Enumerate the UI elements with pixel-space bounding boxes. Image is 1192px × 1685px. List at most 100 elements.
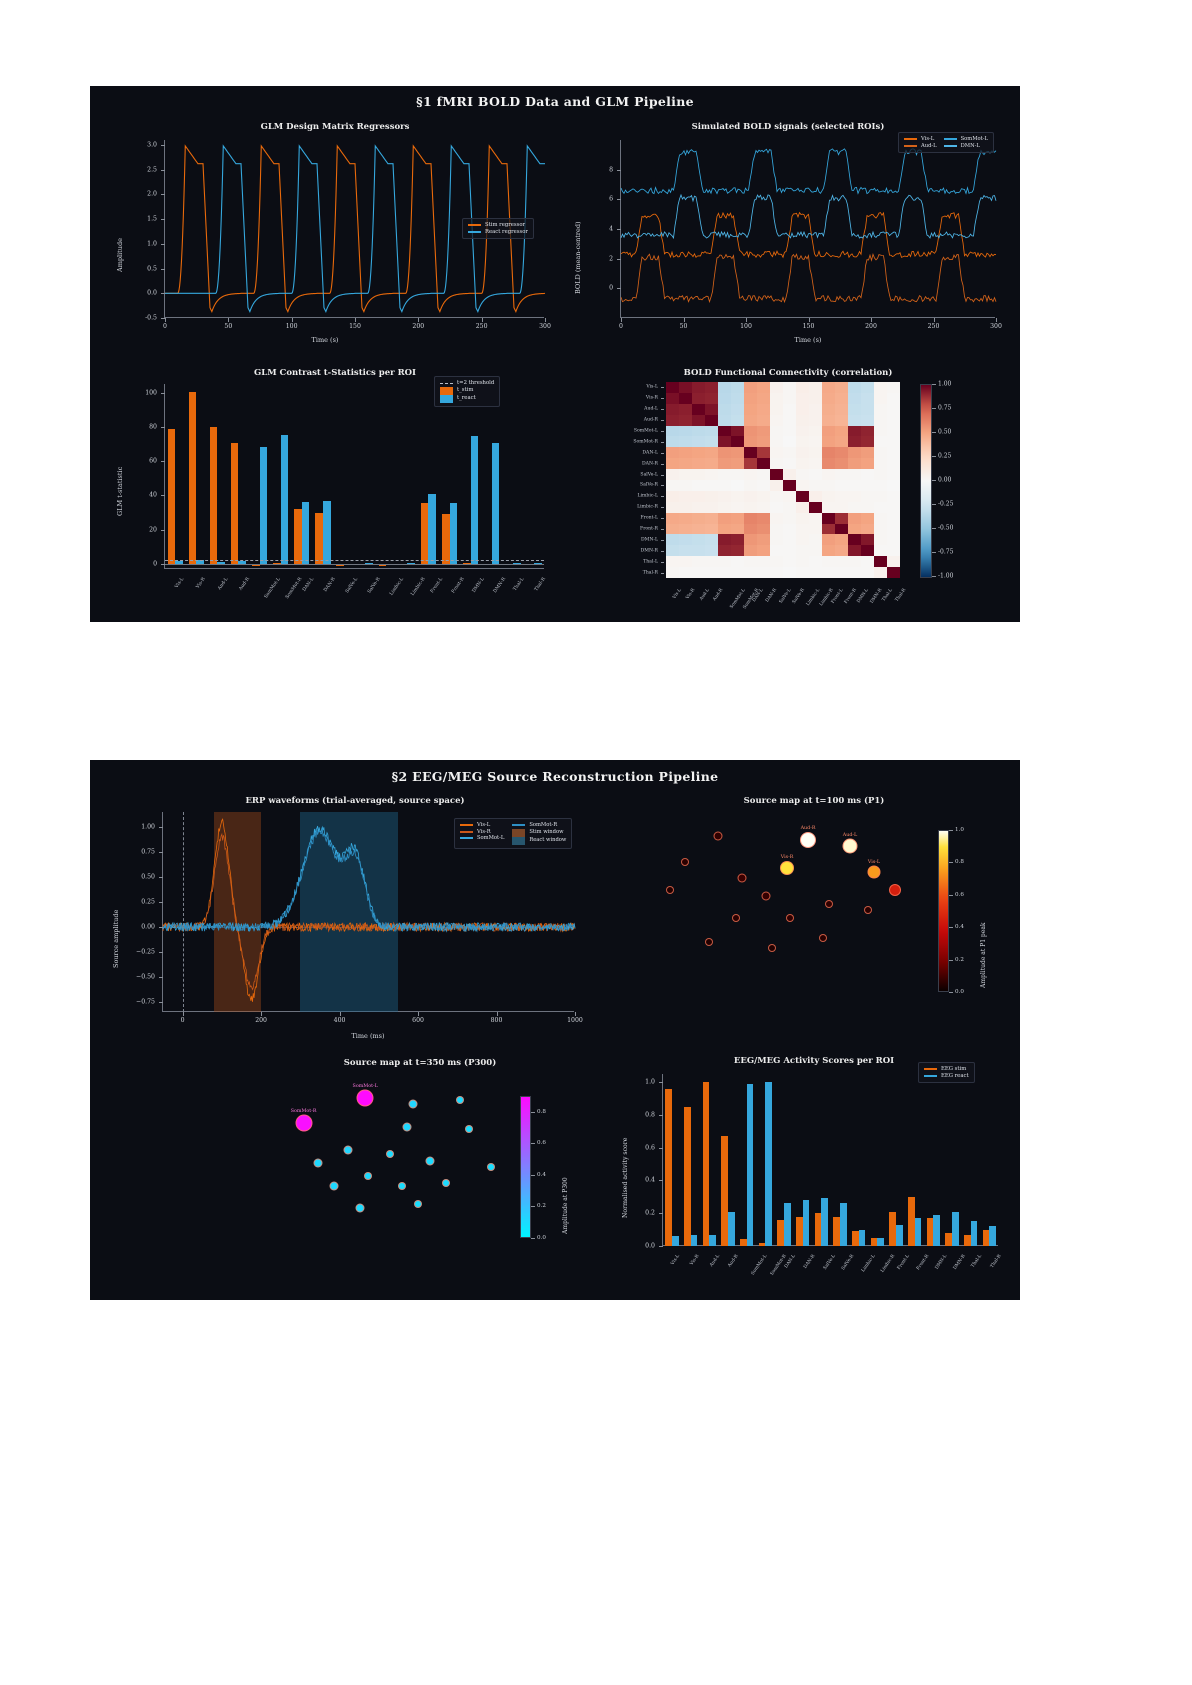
plot-area-activity: 0.0 0.2 0.4 0.6 0.8 1.0 — [645, 1074, 998, 1250]
heatmap-row-tick — [661, 431, 664, 432]
bar — [683, 1106, 691, 1246]
heatmap-colorbar — [920, 384, 932, 578]
heatmap-cell — [861, 567, 875, 579]
colorbar-tick-label: 1.00 — [938, 380, 952, 388]
figure-1-title: §1 fMRI BOLD Data and GLM Pipeline — [416, 94, 694, 109]
heatmap-cell — [718, 414, 732, 426]
legend-line-icon — [468, 224, 481, 227]
y-tick-mark — [161, 293, 165, 295]
heatmap-cell — [848, 545, 862, 557]
x-tick-mark — [418, 318, 420, 322]
colorbar-tick-mark — [949, 894, 953, 896]
colorbar-tick-mark — [932, 552, 936, 553]
heatmap-cell — [796, 534, 810, 546]
legend-line-icon — [468, 230, 481, 233]
source-node — [800, 832, 816, 848]
legend-item: Vis-L — [904, 136, 937, 143]
heatmap-row-label: SomMot-L — [633, 428, 658, 434]
legend-item-label: t_react — [457, 395, 476, 402]
heatmap-cell — [887, 414, 901, 426]
y-tick-mark — [159, 877, 163, 878]
y-tick-label: 2.0 — [147, 190, 157, 198]
colorbar-tick-label: 0.6 — [537, 1140, 546, 1147]
source-node — [889, 884, 901, 896]
erp-waveform — [162, 825, 576, 933]
colorbar-tick-label: 0.2 — [955, 956, 964, 963]
source-node — [487, 1162, 496, 1171]
x-category-label: Front-L — [897, 1253, 912, 1271]
heatmap-cell — [770, 545, 784, 557]
heatmap-cell — [718, 512, 732, 524]
heatmap-cell — [887, 545, 901, 557]
bar — [175, 560, 183, 564]
source-node — [464, 1124, 473, 1133]
heatmap-cell — [874, 501, 888, 514]
y-tick-mark — [659, 1213, 663, 1215]
bar — [802, 1200, 810, 1246]
x-category-label: SomMot-L — [750, 1253, 769, 1277]
heatmap-cell — [666, 436, 680, 448]
heatmap-cell — [705, 545, 719, 557]
heatmap-cell — [731, 414, 745, 426]
heatmap-cell — [783, 403, 797, 416]
source-node — [867, 865, 881, 879]
source-node — [425, 1156, 435, 1166]
bar — [196, 560, 204, 564]
heatmap-cell — [692, 392, 706, 405]
bar — [783, 1203, 791, 1246]
colorbar-tick-label: -0.50 — [938, 524, 954, 532]
y-tick-mark — [161, 194, 165, 196]
legend-swatch-icon — [440, 394, 453, 403]
heatmap-cell — [822, 436, 836, 448]
heatmap-cell — [705, 490, 719, 503]
heatmap-cell — [874, 512, 888, 524]
legend-erp: Vis-L Vis-R SomMot-L SomMot-R Stim window Rea… — [454, 818, 573, 849]
heatmap-cell — [861, 480, 875, 492]
heatmap-cell — [887, 512, 901, 524]
heatmap-cell — [666, 512, 680, 524]
heatmap-cell — [692, 501, 706, 514]
figure-2-eegmeg: §2 EEG/MEG Source Reconstruction Pipelin… — [90, 760, 1020, 1300]
heatmap-cell — [848, 523, 862, 535]
heatmap-row-label: Aud-R — [643, 417, 658, 423]
heatmap-cell — [861, 458, 875, 470]
y-tick-label: 0 — [153, 560, 157, 568]
x-category-label: Limbic-L — [861, 1253, 877, 1274]
y-tick-mark — [161, 243, 165, 245]
heatmap-cell — [874, 458, 888, 470]
legend-item: React window — [512, 836, 566, 845]
colorbar-tick-mark — [932, 480, 936, 481]
x-tick-label: 0 — [619, 323, 623, 330]
heatmap-cell — [822, 567, 836, 579]
heatmap-cell — [887, 490, 901, 503]
heatmap-cell — [835, 425, 849, 437]
colorbar-tick-label: 0.8 — [537, 1108, 546, 1115]
x-tick-mark — [496, 1012, 498, 1016]
legend-line-icon — [512, 824, 526, 827]
x-tick-label: 150 — [349, 323, 361, 330]
heatmap-col-label: Aud-L — [698, 587, 711, 602]
legend-bold-signals: Vis-L Aud-L SomMot-L DMN-L — [898, 132, 994, 153]
x-tick-mark — [996, 318, 997, 322]
heatmap-cell — [874, 545, 888, 557]
axis-label-time-erp: Time (ms) — [351, 1032, 385, 1040]
bar — [167, 428, 176, 564]
heatmap-cell — [705, 382, 719, 394]
x-tick-label: 50 — [224, 323, 233, 330]
bar — [821, 1198, 828, 1246]
heatmap-cell — [874, 403, 888, 416]
legend-item-label: t_stim — [457, 387, 474, 394]
y-tick-mark — [161, 529, 165, 531]
heatmap-cell — [796, 501, 810, 514]
y-tick-label: 40 — [149, 491, 157, 499]
heatmap-cell — [679, 414, 693, 426]
colorbar-tick-mark — [932, 528, 936, 529]
colorbar-tick-mark — [932, 576, 936, 577]
heatmap-cell — [692, 556, 706, 568]
panel-source-map-p1: Source map at t=100 ms (P1) Aud-R Aud-L Vi… — [618, 796, 1010, 1048]
colorbar-tick-label: 0.25 — [938, 452, 952, 460]
colorbar-tick-label: 0.2 — [537, 1203, 546, 1210]
heatmap-cell — [783, 447, 797, 459]
heatmap-cell — [679, 545, 693, 557]
bar — [420, 502, 429, 564]
